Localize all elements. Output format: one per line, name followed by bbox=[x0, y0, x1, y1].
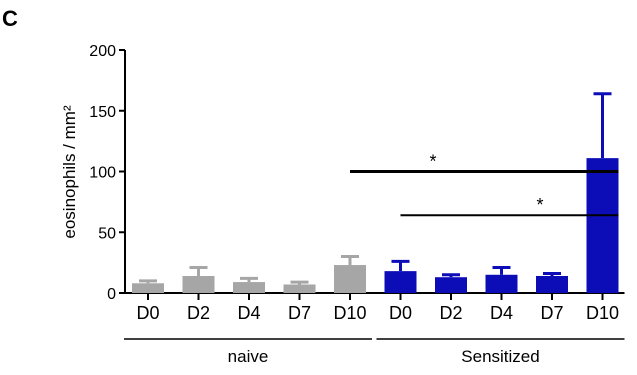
bar bbox=[384, 271, 417, 293]
x-tick-label: D0 bbox=[389, 303, 412, 323]
bar bbox=[435, 277, 467, 293]
y-axis-title: eosinophils / mm² bbox=[60, 105, 79, 239]
x-tick-label: D10 bbox=[586, 303, 619, 323]
bar bbox=[132, 283, 164, 293]
x-tick-label: D0 bbox=[136, 303, 159, 323]
y-tick-label: 50 bbox=[98, 225, 116, 242]
bar bbox=[233, 282, 265, 293]
bar bbox=[182, 275, 215, 293]
y-tick-label: 150 bbox=[89, 104, 116, 121]
significance-star: * bbox=[536, 195, 543, 215]
labels: D0 D2 D4 D7 D10 D0 D2 D4 D7 D10 naive Sensitized bbox=[124, 303, 625, 366]
bars bbox=[132, 92, 619, 293]
significance-star: * bbox=[429, 152, 436, 172]
x-tick-label: D7 bbox=[288, 303, 311, 323]
y-tick-label: 0 bbox=[107, 286, 116, 303]
x-tick-label: D7 bbox=[540, 303, 563, 323]
x-tick-label: D4 bbox=[490, 303, 513, 323]
bar bbox=[536, 275, 568, 293]
bar bbox=[283, 284, 316, 293]
x-tick-label: D2 bbox=[439, 303, 462, 323]
bar bbox=[485, 274, 518, 293]
group-label: naive bbox=[228, 347, 269, 366]
group-label: Sensitized bbox=[461, 347, 539, 366]
panel-label: C bbox=[2, 6, 18, 31]
bar bbox=[586, 158, 619, 293]
x-tick-label: D10 bbox=[333, 303, 366, 323]
x-tick-label: D2 bbox=[187, 303, 210, 323]
y-tick-label: 100 bbox=[89, 165, 116, 182]
x-tick-label: D4 bbox=[237, 303, 260, 323]
bar bbox=[334, 265, 366, 293]
significance-annotations: ** bbox=[350, 152, 619, 217]
y-tick-label: 200 bbox=[89, 43, 116, 60]
